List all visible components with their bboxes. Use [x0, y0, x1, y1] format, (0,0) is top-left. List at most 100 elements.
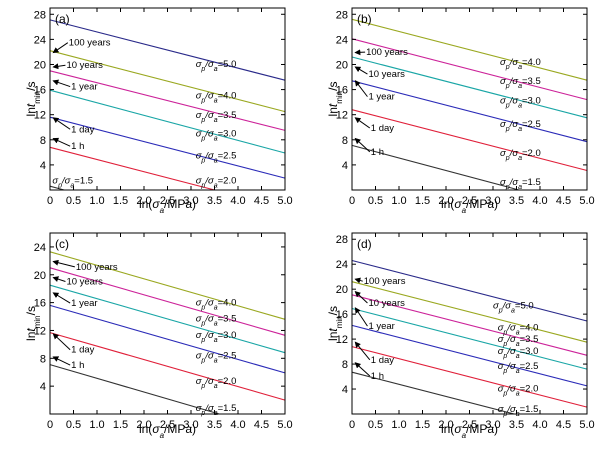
- series-label-sp-sa-1-5: σp/σa=1.5: [500, 177, 541, 191]
- annotation-1-h: 1 h: [71, 141, 84, 152]
- x-tick-label: 3.5: [207, 195, 222, 207]
- y-tick-label: 12: [336, 334, 348, 346]
- x-tick-label: 1.0: [89, 419, 104, 431]
- annotation-1-day: 1 day: [371, 123, 394, 134]
- series-label-sp-sa-2-0: σp/σa=2.0: [196, 176, 237, 190]
- series-label-sp-sa-3-5: σp/σa=3.5: [500, 76, 541, 90]
- panel-label-b: (b): [357, 12, 372, 26]
- x-tick-label: 4.5: [254, 195, 269, 207]
- series-label-sp-sa-1-5: σp/σa=1.5: [52, 176, 93, 190]
- series-line-sp-sa-3-5: [351, 294, 588, 356]
- series-line-sp-sa-2-5: [351, 324, 588, 387]
- series-label-sp-sa-4-0: σp/σa=4.0: [500, 57, 541, 71]
- annotation-1-h: 1 h: [371, 147, 384, 158]
- series-line-sp-sa-4-0: [49, 50, 286, 113]
- series-line-sp-sa-3-5: [49, 267, 286, 336]
- y-tick-label: 28: [336, 9, 348, 21]
- y-tick-label: 4: [40, 160, 46, 172]
- annotation-10-years: 10 years: [66, 277, 103, 288]
- annotation-arrow: [52, 79, 71, 88]
- x-tick-label: 0.5: [66, 195, 81, 207]
- series-line-sp-sa-4-0: [49, 251, 286, 320]
- y-tick-label: 16: [34, 298, 46, 310]
- x-tick-label: 5.0: [277, 195, 292, 207]
- x-tick-label: 4.0: [230, 195, 245, 207]
- y-tick-label: 24: [336, 34, 348, 46]
- y-tick-label: 20: [34, 270, 46, 282]
- series-label-sp-sa-2-0: σp/σa=2.0: [498, 384, 539, 398]
- x-tick-label: 3.5: [509, 419, 524, 431]
- x-tick-label: 0.5: [368, 419, 383, 431]
- series-line-sp-sa-2-0: [49, 332, 286, 401]
- y-tick-label: 4: [342, 160, 348, 172]
- chart-panel-b: 0 0.5 1.0 1.5 2.0 2.5 3.0 3.5 4.0 4.5 5.0 4 8 12 16 20 2…: [326, 7, 595, 215]
- x-tick-label: 4.5: [556, 195, 571, 207]
- y-tick-label: 20: [336, 59, 348, 71]
- y-tick-label: 24: [336, 259, 348, 271]
- panel-label-c: (c): [55, 237, 69, 251]
- series-line-sp-sa-1-5: [49, 185, 65, 191]
- plot-frame: [49, 7, 286, 191]
- plot-frame: [49, 232, 286, 415]
- y-tick-label: 8: [342, 359, 348, 371]
- annotation-1-h: 1 h: [371, 371, 384, 382]
- annotation-arrow: [354, 80, 368, 97]
- x-tick-label: 0: [47, 195, 53, 207]
- x-tick-label: 2.5: [462, 419, 477, 431]
- x-tick-label: 2.5: [160, 195, 175, 207]
- x-tick-label: 0.5: [368, 195, 383, 207]
- y-tick-label: 24: [34, 34, 46, 46]
- annotation-arrow: [52, 63, 66, 70]
- annotation-arrow: [354, 307, 368, 327]
- annotation-arrow: [52, 259, 75, 268]
- chart-panel-c: 0 0.5 1.0 1.5 2.0 2.5 3.0 3.5 4.0 4.5 5.0 4 8 12 16 20 2…: [24, 232, 293, 440]
- y-tick-label: 12: [336, 110, 348, 122]
- x-tick-label: 5.0: [579, 419, 594, 431]
- x-tick-label: 2.5: [160, 419, 175, 431]
- series-label-sp-sa-1-5: σp/σa=1.5: [498, 404, 539, 418]
- y-tick-label: 20: [34, 59, 46, 71]
- series-label-sp-sa-3-0: σp/σa=3.0: [500, 95, 541, 109]
- series-label-sp-sa-2-5: σp/σa=2.5: [196, 350, 237, 364]
- series-line-sp-sa-4-0: [351, 18, 588, 81]
- series-label-sp-sa-3-0: σp/σa=3.0: [498, 346, 539, 360]
- series-label-sp-sa-2-5: σp/σa=2.5: [498, 361, 539, 375]
- x-tick-label: 3.5: [509, 195, 524, 207]
- panel-label-a: (a): [55, 12, 70, 26]
- y-tick-label: 28: [336, 234, 348, 246]
- series-line-sp-sa-1-5: [351, 144, 520, 191]
- series-label-sp-sa-4-0: σp/σa=4.0: [196, 90, 237, 104]
- annotation-100-years: 100 years: [364, 276, 406, 287]
- series-line-sp-sa-2-5: [351, 80, 588, 143]
- series-line-sp-sa-3-5: [351, 38, 588, 101]
- x-tick-label: 3.0: [183, 195, 198, 207]
- annotation-1-day: 1 day: [71, 124, 94, 135]
- series-label-sp-sa-2-5: σp/σa=2.5: [196, 151, 237, 165]
- series-line-sp-sa-1-5: [351, 371, 515, 415]
- x-tick-label: 1.0: [391, 419, 406, 431]
- series-label-sp-sa-2-0: σp/σa=2.0: [500, 148, 541, 162]
- x-tick-label: 2.0: [136, 419, 151, 431]
- x-tick-label: 5.0: [277, 419, 292, 431]
- series-label-sp-sa-4-0: σp/σa=4.0: [196, 297, 237, 311]
- y-axis-label: lntmin/s: [24, 82, 42, 117]
- annotation-arrow: [354, 117, 371, 129]
- series-line-sp-sa-3-0: [351, 56, 588, 119]
- annotation-arrow: [52, 42, 69, 54]
- x-tick-label: 0: [47, 419, 53, 431]
- annotation-100-years: 100 years: [366, 47, 408, 58]
- annotation-arrow: [52, 117, 71, 130]
- y-tick-label: 28: [34, 9, 46, 21]
- y-tick-label: 20: [336, 284, 348, 296]
- annotation-arrow: [52, 333, 71, 351]
- x-axis-label: ln(σa/MPa): [441, 197, 498, 215]
- chart-panel-a: 0 0.5 1.0 1.5 2.0 2.5 3.0 3.5 4.0 4.5 5.0 4 8 12 16 20 2…: [24, 7, 293, 215]
- x-tick-label: 3.5: [207, 419, 222, 431]
- x-tick-label: 4.0: [230, 419, 245, 431]
- series-line-sp-sa-4-0: [351, 281, 588, 343]
- series-label-sp-sa-5-0: σp/σa=5.0: [196, 59, 237, 73]
- y-tick-label: 8: [342, 135, 348, 147]
- x-tick-label: 1.0: [89, 195, 104, 207]
- series-label-sp-sa-3-5: σp/σa=3.5: [196, 313, 237, 327]
